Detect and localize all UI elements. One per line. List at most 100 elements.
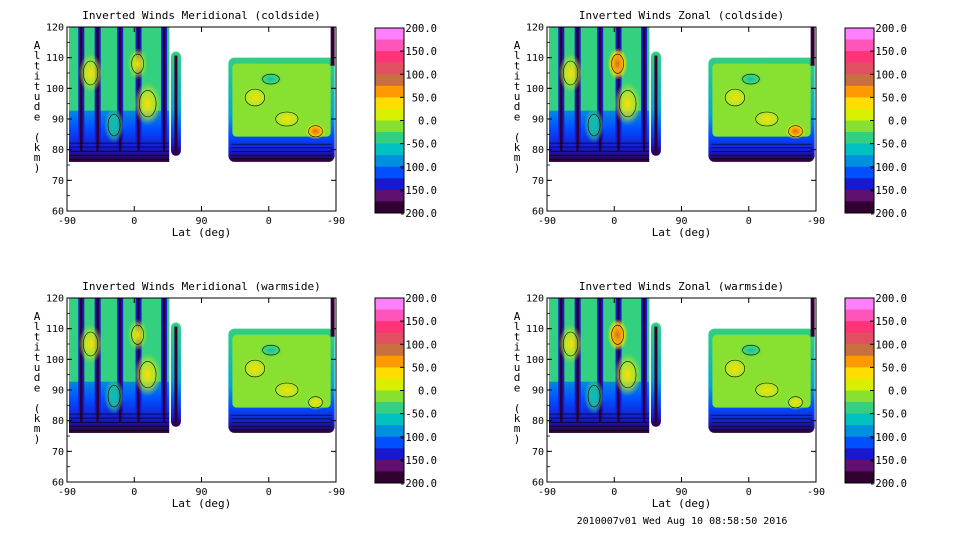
stripe-core-2 xyxy=(118,27,122,152)
colorbar-swatch xyxy=(375,132,404,145)
colorbar-label: 50.0 xyxy=(882,92,907,104)
panel-4: Inverted Winds Zonal (warmside) 60 70 80 90 1… xyxy=(514,280,907,510)
colorbar-swatch xyxy=(375,344,404,357)
stripe-core-2 xyxy=(598,27,602,152)
x-tick-label: 90 xyxy=(675,216,687,227)
contour-right-2 xyxy=(788,396,803,409)
colorbar-swatch xyxy=(375,28,404,41)
colorbar-swatch xyxy=(375,166,404,179)
y-tick-label: 100 xyxy=(526,84,544,95)
x-tick-label: 0 xyxy=(746,487,752,498)
colorbar-swatch xyxy=(375,436,404,449)
colorbar-label: 200.0 xyxy=(405,23,437,35)
blob-left-3 xyxy=(584,378,605,415)
contour-field xyxy=(69,27,335,162)
y-tick-label: 90 xyxy=(532,115,544,126)
colorbar-swatch xyxy=(375,413,404,426)
data-block-right-core xyxy=(232,63,331,137)
contour-field xyxy=(549,27,815,162)
colorbar-swatch xyxy=(845,39,874,52)
colorbar-swatch xyxy=(375,309,404,322)
colorbar-label: -150.0 xyxy=(869,185,907,197)
colorbar-swatch xyxy=(375,201,404,214)
x-tick-label: 90 xyxy=(675,487,687,498)
colorbar-label: -100.0 xyxy=(869,432,907,444)
x-tick-label: 0 xyxy=(131,216,137,227)
x-tick-label: -90 xyxy=(327,216,345,227)
colorbar-label: 100.0 xyxy=(875,339,907,351)
colorbar-label: -200.0 xyxy=(869,208,907,220)
colorbar-swatch xyxy=(375,367,404,380)
colorbar-swatch xyxy=(845,425,874,438)
colorbar-swatch xyxy=(845,97,874,110)
y-tick-label: 60 xyxy=(532,207,544,218)
x-tick-label: -90 xyxy=(538,487,556,498)
blob-left-2 xyxy=(613,352,642,397)
y-tick-label: 80 xyxy=(52,416,64,427)
y-tick-label: 120 xyxy=(526,294,544,305)
colorbar-swatch xyxy=(845,28,874,41)
colorbar-swatch xyxy=(375,459,404,472)
colorbar-swatch xyxy=(375,378,404,391)
x-tick-label: 0 xyxy=(266,487,272,498)
y-tick-label: 60 xyxy=(532,478,544,489)
colorbar-swatch xyxy=(845,62,874,75)
colorbar-label: -200.0 xyxy=(869,478,907,490)
contour-left-3 xyxy=(587,114,601,137)
footer-timestamp: 2010007v01 Wed Aug 10 08:58:50 2016 xyxy=(577,516,788,527)
stripe-core-2 xyxy=(598,298,602,423)
capsule-core xyxy=(654,326,658,423)
blob-left-3 xyxy=(104,378,125,415)
edge-bar xyxy=(330,27,335,66)
colorbar-swatch xyxy=(845,74,874,87)
y-tick-label: 120 xyxy=(46,23,64,34)
colorbar-swatch xyxy=(375,189,404,202)
contour-left-1 xyxy=(131,53,144,74)
stripe-core-0 xyxy=(80,298,83,423)
stripe-core-0 xyxy=(560,27,563,152)
colorbar-swatch xyxy=(375,39,404,52)
colorbar-label: 50.0 xyxy=(412,362,437,374)
colorbar-label: -150.0 xyxy=(399,455,437,467)
panel-3: Inverted Winds Meridional (warmside) 60 70… xyxy=(34,280,437,510)
colorbar-swatch xyxy=(845,448,874,461)
x-tick-label: -90 xyxy=(807,216,825,227)
colorbar-swatch xyxy=(845,298,874,311)
blob-left-1 xyxy=(607,47,628,80)
colorbar-label: 150.0 xyxy=(405,46,437,58)
plot-title: Inverted Winds Meridional (coldside) xyxy=(82,9,320,22)
x-tick-label: 90 xyxy=(195,487,207,498)
y-tick-label: 110 xyxy=(526,53,544,64)
x-axis-label: Lat (deg) xyxy=(172,497,232,510)
colorbar-label: 150.0 xyxy=(405,316,437,328)
plot-title: Inverted Winds Zonal (coldside) xyxy=(579,9,784,22)
stripe-core-4 xyxy=(642,298,646,423)
colorbar-swatch xyxy=(845,321,874,334)
x-tick-label: -90 xyxy=(58,487,76,498)
blob-left-2 xyxy=(133,81,162,126)
colorbar-swatch xyxy=(845,166,874,179)
colorbar-label: 200.0 xyxy=(405,293,437,305)
colorbar-swatch xyxy=(375,62,404,75)
contour-right-3 xyxy=(262,344,280,356)
contour-right-2 xyxy=(308,396,323,409)
contour-right-0 xyxy=(244,88,266,107)
data-block-right-core xyxy=(712,334,811,408)
contour-left-0 xyxy=(83,331,99,357)
contour-left-0 xyxy=(83,60,99,86)
colorbar-swatch xyxy=(845,309,874,322)
y-tick-label: 80 xyxy=(532,416,544,427)
contour-left-0 xyxy=(563,60,579,86)
colorbar-swatch xyxy=(375,143,404,156)
contour-right-2 xyxy=(788,125,803,138)
y-tick-label: 70 xyxy=(532,447,544,458)
colorbar-swatch xyxy=(845,155,874,168)
colorbar-swatch xyxy=(375,97,404,110)
colorbar-swatch xyxy=(375,74,404,87)
colorbar-swatch xyxy=(845,367,874,380)
x-tick-label: 0 xyxy=(611,487,617,498)
contour-right-1 xyxy=(275,382,299,398)
